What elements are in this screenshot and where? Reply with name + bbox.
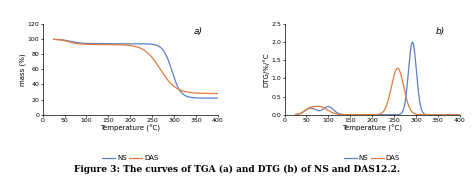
Y-axis label: mass (%): mass (%) bbox=[19, 53, 26, 86]
DAS bbox=[51, 38, 56, 41]
NS bbox=[210, 97, 216, 99]
DAS bbox=[422, 114, 428, 116]
Line: DAS: DAS bbox=[54, 39, 218, 93]
DAS bbox=[59, 39, 65, 41]
NS bbox=[292, 113, 298, 116]
Line: DAS: DAS bbox=[295, 68, 460, 115]
DAS bbox=[126, 44, 132, 46]
Line: NS: NS bbox=[295, 42, 460, 115]
DAS bbox=[373, 114, 378, 116]
X-axis label: Temperature (°C): Temperature (°C) bbox=[100, 125, 160, 132]
NS bbox=[452, 114, 458, 116]
Text: Figure 3: The curves of TGA (a) and DTG (b) of NS and DAS12.2.: Figure 3: The curves of TGA (a) and DTG … bbox=[74, 165, 400, 174]
NS bbox=[51, 38, 56, 41]
Text: a): a) bbox=[193, 27, 202, 36]
NS bbox=[452, 114, 458, 116]
Line: NS: NS bbox=[54, 39, 218, 98]
Legend: NS, DAS: NS, DAS bbox=[100, 153, 161, 164]
Text: b): b) bbox=[435, 27, 445, 36]
NS bbox=[373, 114, 378, 116]
DAS bbox=[180, 90, 186, 92]
NS bbox=[131, 43, 137, 45]
NS bbox=[215, 97, 221, 99]
DAS bbox=[210, 92, 216, 95]
Y-axis label: DTG/%/°C: DTG/%/°C bbox=[263, 52, 270, 87]
NS bbox=[126, 43, 132, 45]
Legend: NS, DAS: NS, DAS bbox=[341, 153, 403, 164]
NS bbox=[457, 114, 463, 116]
DAS bbox=[131, 45, 137, 47]
DAS bbox=[215, 92, 221, 95]
NS bbox=[301, 110, 307, 113]
DAS bbox=[452, 114, 458, 116]
X-axis label: Temperature (°C): Temperature (°C) bbox=[342, 125, 402, 132]
NS bbox=[180, 93, 186, 95]
NS bbox=[210, 97, 216, 99]
DAS bbox=[452, 114, 458, 116]
DAS bbox=[301, 110, 307, 112]
NS bbox=[410, 41, 415, 43]
NS bbox=[59, 39, 65, 41]
DAS bbox=[457, 114, 463, 116]
DAS bbox=[395, 67, 401, 69]
DAS bbox=[210, 92, 216, 95]
DAS bbox=[292, 113, 298, 116]
DAS bbox=[368, 114, 374, 116]
NS bbox=[368, 114, 374, 116]
NS bbox=[422, 113, 428, 115]
